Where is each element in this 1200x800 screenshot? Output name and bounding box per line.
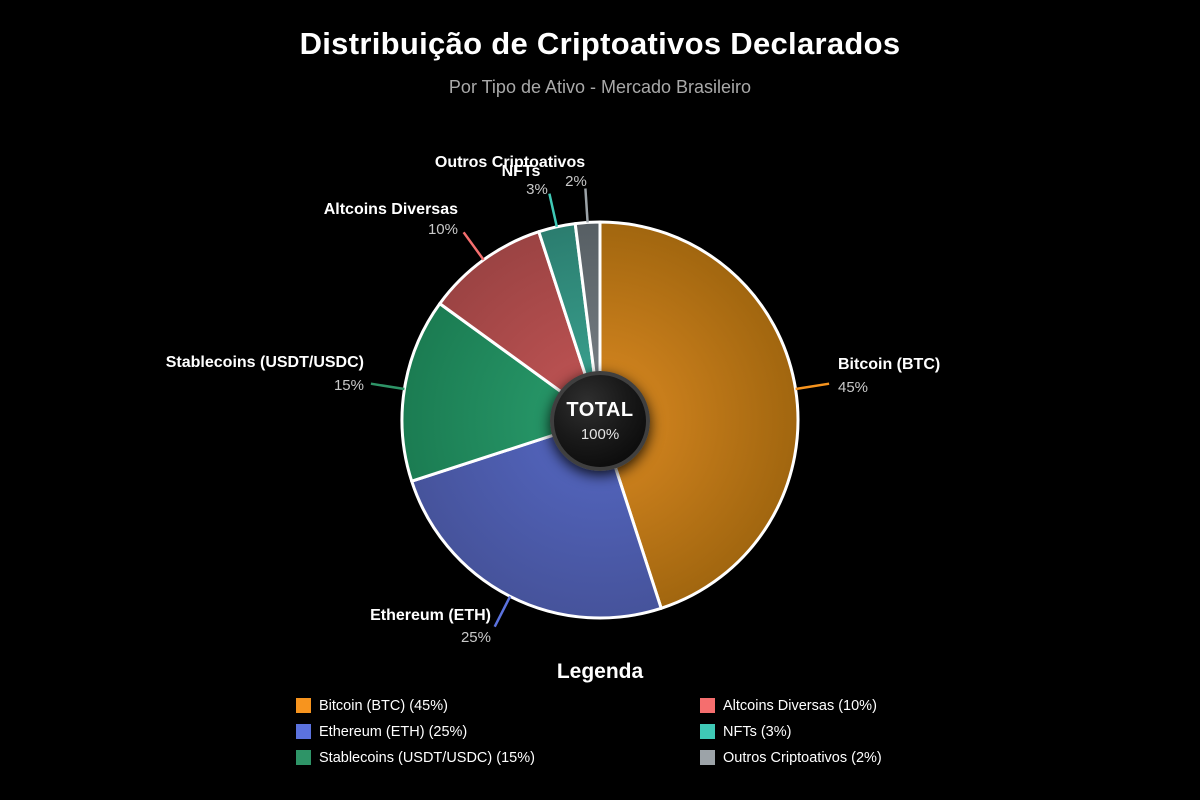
legend-item-ethereum[interactable]: Ethereum (ETH) (25%) (296, 723, 535, 740)
legend-swatch-stablecoins (296, 750, 311, 765)
legend-swatch-bitcoin (296, 698, 311, 713)
leader-line-outros (584, 188, 589, 223)
center-total-value: 100% (580, 426, 620, 443)
legend-item-nfts[interactable]: NFTs (3%) (700, 723, 882, 740)
legend-item-outros[interactable]: Outros Criptoativos (2%) (700, 749, 882, 766)
legend-item-label: Altcoins Diversas (10%) (723, 697, 877, 714)
legend-item-altcoins[interactable]: Altcoins Diversas (10%) (700, 697, 882, 714)
legend-swatch-nfts (700, 724, 715, 739)
legend-item-label: NFTs (3%) (723, 723, 792, 740)
legend-swatch-outros (700, 750, 715, 765)
slice-label-outros: Outros Criptoativos (434, 154, 586, 171)
slice-percentage-outros: 2% (565, 173, 587, 190)
legend-item-label: Ethereum (ETH) (25%) (319, 723, 468, 740)
legend-item-label: Outros Criptoativos (2%) (723, 749, 882, 766)
slice-percentage-stablecoins: 15% (333, 377, 364, 394)
legend-swatch-ethereum (296, 724, 311, 739)
slice-label-ethereum: Ethereum (ETH) (370, 607, 491, 624)
slice-percentage-bitcoin: 45% (838, 379, 869, 396)
center-total-label: TOTAL (566, 399, 634, 421)
legend-item-label: Bitcoin (BTC) (45%) (319, 697, 448, 714)
pie-slice-outros[interactable] (573, 220, 602, 422)
pie-slice-altcoins[interactable] (438, 230, 602, 422)
pie-slice-stablecoins[interactable] (400, 302, 602, 483)
slice-label-nfts: NFTs (501, 163, 541, 180)
legend-column-right: Altcoins Diversas (10%) NFTs (3%) Outros C… (700, 698, 882, 776)
slice-percentage-altcoins: 10% (427, 221, 458, 238)
slice-label-altcoins: Altcoins Diversas (323, 201, 458, 218)
legend-item-label: Stablecoins (USDT/USDC) (15%) (319, 749, 535, 766)
leader-line-bitcoin (795, 382, 830, 391)
leader-line-ethereum (493, 595, 512, 628)
slice-label-bitcoin: Bitcoin (BTC) (838, 356, 941, 373)
pie-slice-bitcoin[interactable] (598, 220, 800, 610)
legend-column-left: Bitcoin (BTC) (45%) Ethereum (ETH) (25%) S… (296, 698, 535, 776)
slice-percentage-nfts: 3% (526, 181, 548, 198)
leader-line-stablecoins (370, 382, 405, 391)
chart-subtitle: Por Tipo de Ativo - Mercado Brasileiro (448, 77, 752, 97)
leader-line-nfts (548, 193, 559, 228)
leader-line-altcoins (462, 231, 485, 261)
legend-item-bitcoin[interactable]: Bitcoin (BTC) (45%) (296, 697, 535, 714)
legend-title: Legenda (556, 660, 644, 683)
legend-swatch-altcoins (700, 698, 715, 713)
slice-label-stablecoins: Stablecoins (USDT/USDC) (165, 354, 364, 371)
chart-title: Distribuição de Criptoativos Declarados (299, 26, 901, 61)
slice-percentage-ethereum: 25% (460, 629, 491, 646)
pie-center-total: TOTAL 100% (550, 371, 650, 471)
legend-item-stablecoins[interactable]: Stablecoins (USDT/USDC) (15%) (296, 749, 535, 766)
